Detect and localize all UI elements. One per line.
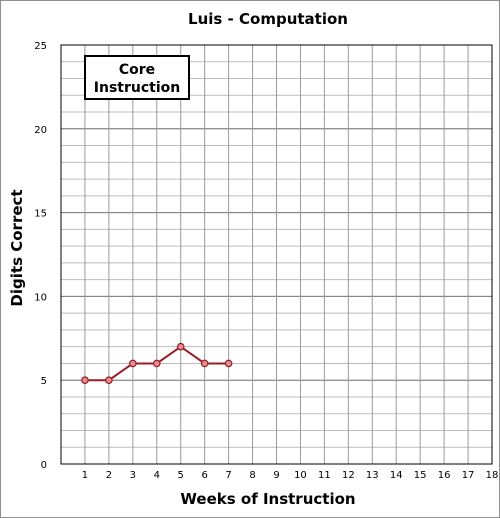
x-tick-label: 9 [273, 470, 279, 481]
data-point [224, 359, 233, 368]
y-tick-label: 5 [41, 376, 47, 387]
y-tick-label: 15 [34, 209, 47, 220]
x-tick-label: 5 [178, 470, 184, 481]
y-tick-label: 10 [34, 292, 47, 303]
x-tick-label: 13 [366, 470, 379, 481]
y-tick-label: 25 [34, 41, 47, 52]
x-axis-label: Weeks of Instruction [180, 490, 355, 508]
x-tick-label: 10 [294, 470, 307, 481]
data-point [152, 359, 161, 368]
data-point [105, 376, 113, 385]
chart-title: Luis - Computation [188, 10, 348, 28]
major-gridlines [61, 44, 493, 465]
x-tick-label: 12 [342, 470, 355, 481]
x-tick-label: 4 [154, 470, 160, 481]
x-tick-label: 7 [225, 470, 231, 481]
x-tick-label: 18 [486, 470, 499, 481]
y-tick-label: 20 [34, 125, 47, 136]
x-tick-label: 17 [462, 470, 475, 481]
y-axis-ticks: 0 5 10 15 20 25 [34, 41, 47, 471]
x-tick-label: 3 [130, 470, 136, 481]
data-point [176, 342, 185, 351]
x-axis-ticks: 1 2 3 4 5 6 7 8 9 10 11 12 13 14 15 16 17 18 [82, 470, 499, 481]
y-tick-label: 0 [41, 460, 47, 471]
x-tick-label: 16 [438, 470, 451, 481]
y-axis-label: Digits Correct [8, 189, 26, 306]
x-tick-label: 1 [82, 470, 88, 481]
x-tick-label: 8 [249, 470, 255, 481]
x-tick-label: 2 [106, 470, 112, 481]
x-tick-label: 6 [201, 470, 207, 481]
data-point [81, 376, 89, 385]
plot-area-border [60, 44, 493, 465]
data-point [129, 359, 137, 368]
x-tick-label: 15 [414, 470, 427, 481]
data-point [200, 359, 209, 368]
phase-label-line-1: Core [119, 62, 155, 78]
phase-label-border [84, 55, 190, 100]
phase-label-box: Core Instruction [84, 55, 190, 100]
x-tick-label: 14 [390, 470, 403, 481]
phase-label-line-2: Instruction [94, 80, 180, 96]
x-tick-label: 11 [318, 470, 331, 481]
data-series [81, 342, 233, 385]
